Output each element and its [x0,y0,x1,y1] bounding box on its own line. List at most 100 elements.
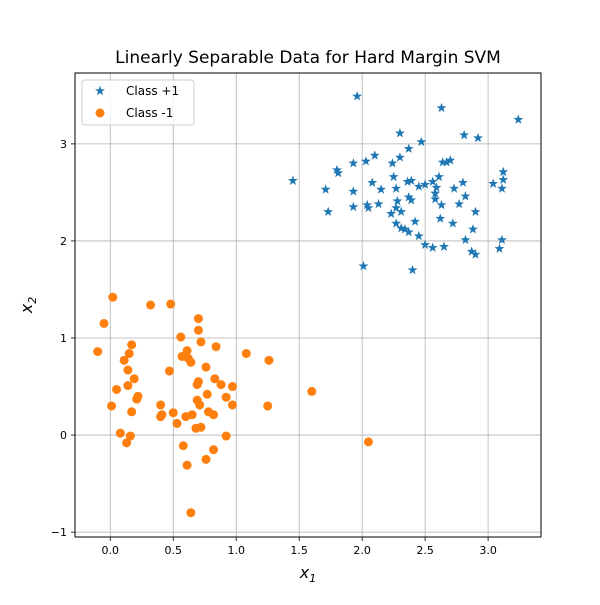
circle-data-point [156,400,166,410]
x-axis-label: x1 [299,563,316,585]
star-data-point [435,213,446,223]
circle-data-point [93,347,103,357]
star-data-point [454,198,465,209]
circle-data-point [156,412,166,422]
star-data-point [348,201,359,212]
legend: Class +1 Class -1 [81,79,195,126]
circle-data-point [178,441,188,451]
star-data-point [445,155,456,165]
y-tick-label: 3 [60,138,67,151]
star-data-point [387,158,398,168]
circle-data-point [195,400,205,410]
star-data-point [406,194,417,205]
star-data-point [459,129,470,140]
axes-frame [74,72,542,538]
circle-data-point [182,460,192,470]
circle-data-point [107,401,117,411]
star-data-point [439,241,449,251]
star-data-point [457,177,468,187]
circle-data-point [172,418,182,428]
star-data-point [403,227,414,237]
star-data-point [497,234,507,245]
star-data-point [391,202,402,213]
circle-data-point [211,342,221,352]
circle-data-point [127,407,137,417]
y-tick-label: 2 [60,235,67,248]
x-tick-label: 1.5 [290,544,308,557]
star-data-point [466,246,477,256]
legend-circle-marker [95,108,105,118]
legend-label: Class -1 [126,106,173,120]
circle-data-point [216,380,226,390]
star-data-point [449,183,460,193]
circle-data-point [181,412,191,422]
star-data-point [488,178,499,188]
star-data-point [369,150,380,160]
star-data-point [413,181,424,191]
circle-data-point [227,382,237,392]
circle-data-point [123,365,133,375]
star-data-point [420,179,431,189]
axis-ticks: 0.0 0.5 1.0 1.5 2.0 2.5 3.0 −1 0 1 2 3 [51,138,497,557]
star-data-point [441,157,452,167]
circle-data-point [202,389,212,399]
star-data-point [391,183,402,193]
series-class-plus-1 [287,91,524,275]
circle-data-point [112,384,122,394]
star-data-point [460,234,471,245]
star-data-point [333,167,344,178]
circle-data-point [264,355,274,365]
circle-data-point [99,318,109,328]
star-data-point [363,202,374,213]
circle-data-point [127,340,137,350]
x-tick-label: 0.0 [102,544,120,557]
star-data-point [410,216,420,226]
circle-data-point [363,437,373,447]
circle-data-point [193,314,203,324]
star-data-point [396,206,407,217]
star-data-point [403,192,414,202]
star-data-point [367,177,378,187]
star-data-point [406,175,417,185]
circle-data-point [201,454,211,464]
star-data-point [323,206,334,217]
star-data-point [413,230,424,241]
y-tick-label: −1 [51,526,67,539]
chart-title: Linearly Separable Data for Hard Margin … [115,48,501,68]
star-data-point [392,195,403,206]
circle-data-point [132,394,142,404]
star-data-point [468,224,478,234]
star-data-point [402,176,413,186]
star-data-point [498,166,509,177]
star-data-point [360,156,371,166]
star-data-point [470,249,481,259]
star-data-point [395,127,405,138]
circle-data-point [196,337,206,347]
x-tick-label: 2.5 [416,544,434,557]
legend-label: Class +1 [126,84,179,98]
star-data-point [447,218,458,228]
circle-data-point [186,508,196,518]
star-data-point [386,208,397,218]
star-data-point [407,264,418,275]
star-data-point [427,242,438,252]
star-data-point [395,152,405,162]
star-data-point [436,102,447,113]
star-data-point [460,191,471,201]
y-tick-label: 0 [60,429,67,442]
star-data-point [473,132,483,143]
star-data-point [348,158,359,168]
x-tick-label: 1.0 [227,544,245,557]
circle-data-point [192,380,202,390]
circle-data-point [186,357,196,367]
circle-data-point [307,386,317,396]
circle-data-point [221,392,231,402]
star-data-point [427,176,438,186]
circle-data-point [125,431,135,441]
circle-data-point [182,346,192,356]
star-data-point [388,171,399,182]
star-data-point [420,239,431,250]
circle-data-point [221,431,231,441]
circle-data-point [108,292,118,302]
circle-data-point [119,355,129,365]
